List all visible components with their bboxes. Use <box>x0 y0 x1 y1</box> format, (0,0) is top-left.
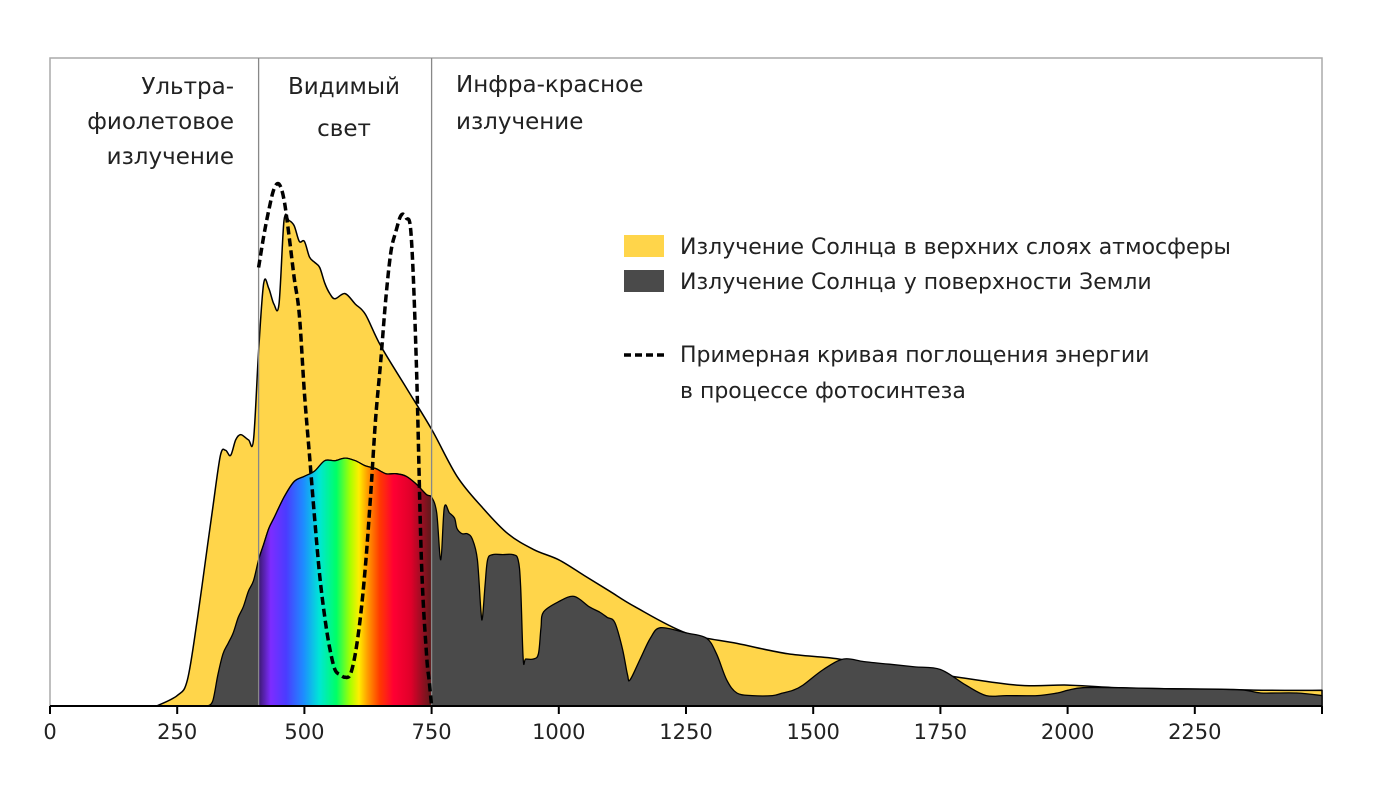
x-tick-label-2000: 2000 <box>1041 720 1094 744</box>
legend-label-photosynthesis-line-2: в процессе фотосинтеза <box>680 379 966 404</box>
uv-label-line-1: Ультра- <box>141 74 234 100</box>
x-tick-label-0: 0 <box>43 720 56 744</box>
uv-label-line-2: фиолетовое <box>87 109 234 135</box>
visible-spectrum-layer <box>258 457 432 706</box>
x-axis-ticks: 0 250 500 750 1000 1250 1500 1750 2000 2250 <box>43 706 1323 744</box>
visible-spectrum-fill <box>258 457 432 706</box>
legend-label-toa: Излучение Солнца в верхних слоях атмосфе… <box>680 235 1231 260</box>
legend-label-photosynthesis-line-1: Примерная кривая поглощения энергии <box>680 343 1149 368</box>
x-tick-label-750: 750 <box>412 720 452 744</box>
x-tick-label-250: 250 <box>157 720 197 744</box>
x-tick-label-2250: 2250 <box>1168 720 1221 744</box>
legend-swatch-surface <box>624 270 664 292</box>
legend-label-photosynthesis: Примерная кривая поглощения энергии в пр… <box>680 343 1156 404</box>
region-labels: Ультра- фиолетовое излучение Видимый све… <box>87 72 643 170</box>
absorption-curve-layer <box>256 181 434 707</box>
visible-label-line-2: свет <box>317 116 371 142</box>
legend: Излучение Солнца в верхних слоях атмосфе… <box>624 235 1231 404</box>
x-tick-label-1250: 1250 <box>659 720 712 744</box>
x-tick-label-1750: 1750 <box>914 720 967 744</box>
uv-label-line-3: излучение <box>107 144 234 170</box>
infrared-label-line-2: излучение <box>456 109 583 135</box>
visible-label-line-1: Видимый <box>288 74 400 100</box>
infrared-label-line-1: Инфра-красное <box>456 72 643 98</box>
legend-swatch-toa <box>624 235 664 257</box>
region-boundaries <box>257 58 433 706</box>
x-tick-label-1000: 1000 <box>532 720 585 744</box>
legend-label-surface: Излучение Солнца у поверхности Земли <box>680 270 1152 295</box>
photosynthesis-absorption-curve <box>256 181 434 707</box>
x-tick-label-500: 500 <box>284 720 324 744</box>
x-tick-label-1500: 1500 <box>786 720 839 744</box>
